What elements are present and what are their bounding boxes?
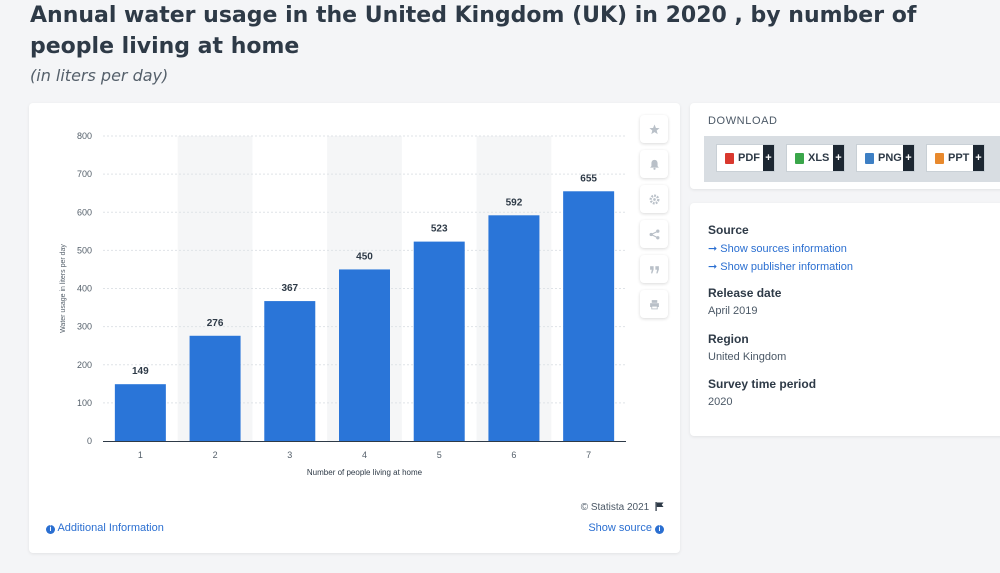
x-tick-label: 7 — [586, 450, 591, 460]
info-icon: i — [46, 525, 55, 534]
y-tick-label: 100 — [77, 398, 92, 408]
data-label: 276 — [207, 318, 224, 329]
arrow-right-icon: ➞ — [708, 243, 718, 255]
page-title: Annual water usage in the United Kingdom… — [30, 3, 917, 59]
additional-info-label: Additional Information — [57, 522, 164, 534]
download-png-label: PNG — [878, 152, 902, 164]
download-heading: DOWNLOAD — [708, 115, 778, 127]
statistic-details-panel: Source ➞ Show sources information ➞ Show… — [690, 203, 1000, 436]
gear-icon[interactable] — [640, 185, 668, 213]
download-xls-label: XLS — [808, 152, 830, 164]
show-sources-link[interactable]: ➞ Show sources information — [708, 242, 847, 255]
y-tick-label: 0 — [87, 436, 92, 446]
x-tick-label: 5 — [437, 450, 442, 460]
star-icon[interactable] — [640, 115, 668, 143]
download-ppt-label: PPT — [948, 152, 970, 164]
download-xls-button[interactable]: XLS + — [786, 144, 845, 172]
data-label: 523 — [431, 224, 448, 235]
bar — [563, 191, 615, 441]
survey-period-value: 2020 — [708, 396, 733, 408]
chart-card: 0 100 200 300 400 500 600 700 800 149 1 276 2 367 3 450… — [29, 103, 680, 553]
copyright-text: © Statista 2021 — [580, 502, 650, 513]
quote-icon[interactable] — [640, 255, 668, 283]
show-publisher-link[interactable]: ➞ Show publisher information — [708, 260, 853, 273]
download-ppt-button[interactable]: PPT + — [926, 144, 985, 172]
additional-info-link[interactable]: i Additional Information — [46, 522, 164, 534]
y-tick-label: 500 — [77, 245, 92, 255]
x-tick-label: 1 — [138, 450, 143, 460]
xls-file-icon — [795, 152, 804, 164]
show-sources-label: Show sources information — [720, 243, 847, 255]
copyright: © Statista 2021 — [581, 502, 664, 513]
region-value: United Kingdom — [708, 351, 787, 363]
download-png-button[interactable]: PNG + — [856, 144, 915, 172]
y-tick-label: 200 — [77, 360, 92, 370]
region-heading: Region — [708, 332, 749, 346]
y-tick-label: 800 — [77, 131, 92, 141]
bar — [114, 384, 166, 441]
release-date-heading: Release date — [708, 286, 782, 300]
png-file-icon — [865, 152, 874, 164]
show-source-link[interactable]: Show source i — [588, 522, 664, 534]
data-label: 367 — [281, 283, 298, 294]
bar — [189, 335, 241, 441]
info-icon: i — [655, 525, 664, 534]
data-label: 450 — [356, 251, 373, 262]
bar — [264, 301, 316, 441]
survey-period-heading: Survey time period — [708, 377, 817, 391]
x-axis-title: Number of people living at home — [307, 468, 423, 477]
bar — [488, 215, 540, 441]
y-tick-label: 600 — [77, 207, 92, 217]
plus-icon: + — [833, 145, 844, 171]
print-icon[interactable] — [640, 290, 668, 318]
show-publisher-label: Show publisher information — [720, 261, 853, 273]
x-tick-label: 2 — [213, 450, 218, 460]
page-subtitle: (in liters per day) — [30, 66, 169, 85]
pdf-file-icon — [725, 152, 734, 164]
plus-icon: + — [973, 145, 984, 171]
y-tick-label: 300 — [77, 322, 92, 332]
share-icon[interactable] — [640, 220, 668, 248]
download-bar: PDF + XLS + PNG + PPT + — [704, 136, 1000, 182]
y-tick-label: 700 — [77, 169, 92, 179]
ppt-file-icon — [935, 152, 944, 164]
bar — [339, 269, 390, 441]
x-tick-label: 4 — [362, 450, 367, 460]
y-tick-label: 400 — [77, 284, 92, 294]
download-pdf-label: PDF — [738, 152, 760, 164]
plus-icon: + — [763, 145, 774, 171]
download-pdf-button[interactable]: PDF + — [716, 144, 775, 172]
bar-chart: 0 100 200 300 400 500 600 700 800 149 1 276 2 367 3 450… — [60, 131, 626, 477]
show-source-label: Show source — [588, 522, 652, 534]
x-tick-label: 6 — [511, 450, 516, 460]
arrow-right-icon: ➞ — [708, 261, 718, 273]
download-panel: DOWNLOAD PDF + XLS + PNG + PPT + — [690, 103, 1000, 189]
source-heading: Source — [708, 223, 749, 237]
x-tick-label: 3 — [287, 450, 292, 460]
bar — [413, 241, 465, 441]
chart-toolbar — [640, 115, 668, 325]
y-axis-title: Water usage in liters per day — [60, 244, 67, 333]
data-label: 655 — [580, 173, 597, 184]
data-label: 592 — [506, 197, 523, 208]
flag-icon[interactable] — [655, 502, 664, 511]
bell-icon[interactable] — [640, 150, 668, 178]
plus-icon: + — [903, 145, 914, 171]
data-label: 149 — [132, 366, 149, 377]
release-date-value: April 2019 — [708, 305, 758, 317]
